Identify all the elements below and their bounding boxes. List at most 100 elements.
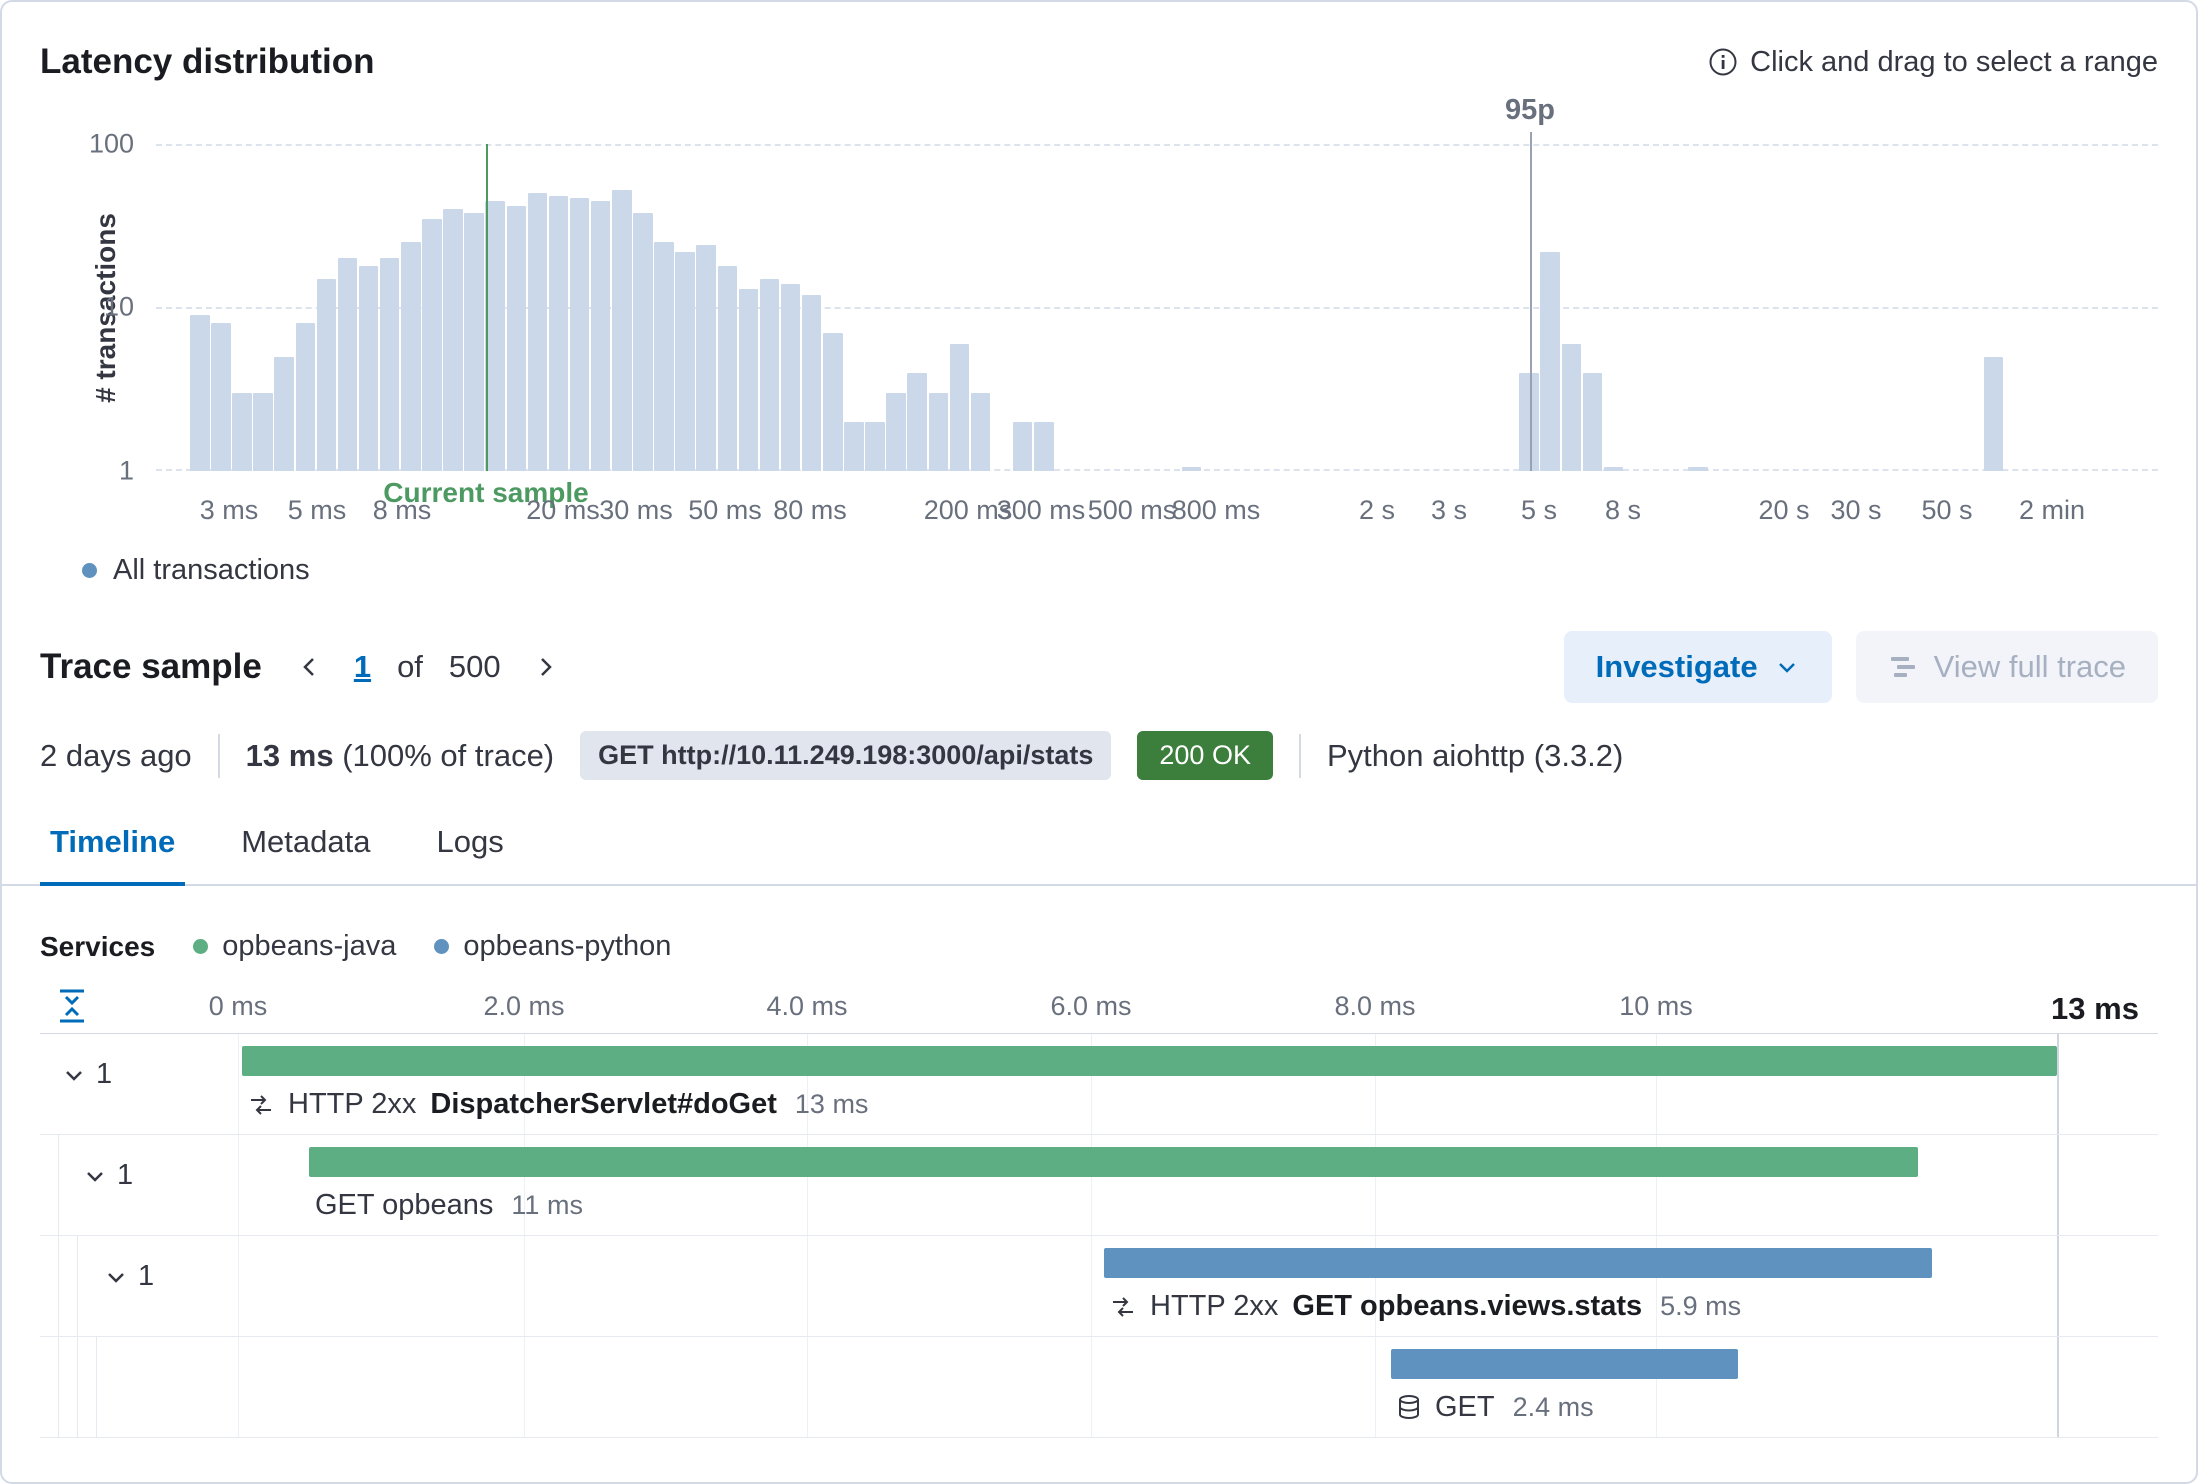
- histogram-bar: [274, 356, 294, 471]
- span-label[interactable]: HTTP 2xx DispatcherServlet#doGet 13 ms: [248, 1088, 868, 1121]
- span-duration: 2.4 ms: [1512, 1392, 1594, 1422]
- tab-timeline[interactable]: Timeline: [40, 810, 186, 886]
- request-url-badge[interactable]: GET http://10.11.249.198:3000/api/stats: [580, 731, 1112, 780]
- histogram-bar: [1603, 467, 1624, 471]
- trace-timestamp: 2 days ago: [40, 737, 192, 773]
- opbeans-python-dot: [434, 939, 450, 954]
- child-count: 1: [117, 1159, 134, 1191]
- histogram-bar: [464, 212, 484, 471]
- timeline-gridline: [1375, 1034, 1376, 1438]
- histogram-bar: [211, 323, 231, 471]
- x-axis-tick: 30 s: [1830, 495, 1882, 525]
- span-label[interactable]: HTTP 2xx GET opbeans.views.stats 5.9 ms: [1110, 1290, 1741, 1323]
- gridline-10: [156, 307, 2158, 309]
- legend-opbeans-java[interactable]: opbeans-java: [193, 930, 396, 963]
- chart-legend[interactable]: All transactions: [2, 554, 2196, 587]
- x-axis-tick: 200 ms: [923, 495, 1013, 525]
- histogram-bar: [443, 209, 463, 471]
- prev-sample-button[interactable]: [292, 649, 328, 685]
- span-duration: 11 ms: [511, 1190, 583, 1220]
- x-axis-tick: 500 ms: [1087, 495, 1177, 525]
- trace-sample-header: Trace sample 1 of 500 Investigate: [2, 631, 2196, 703]
- trace-icon: [1888, 652, 1918, 682]
- timeline-end-tick: 13 ms: [2051, 991, 2139, 1026]
- x-axis-tick: 8 ms: [372, 495, 432, 525]
- total-samples: 500: [448, 649, 501, 684]
- x-axis-tick: 5 ms: [287, 495, 347, 525]
- histogram-bar: [949, 343, 970, 471]
- expand-toggle[interactable]: 1: [104, 1260, 154, 1293]
- opbeans-python-label: opbeans-python: [463, 930, 672, 962]
- span-label[interactable]: GET opbeans 11 ms: [315, 1189, 583, 1222]
- waterfall-row: 1 GET opbeans 11 ms: [40, 1135, 2158, 1236]
- waterfall-rows: 1 HTTP 2xx DispatcherServlet#doGet 13 ms 1 GE…: [40, 1033, 2158, 1438]
- span-bar[interactable]: [242, 1046, 2057, 1076]
- span-bar[interactable]: [1104, 1248, 1932, 1278]
- chevron-down-icon: [62, 1063, 86, 1087]
- p95-line: [1530, 132, 1532, 471]
- timeline-tick: 10 ms: [1619, 991, 1693, 1021]
- trace-duration: 13 ms (100% of trace): [245, 737, 555, 773]
- divider: [1298, 733, 1301, 778]
- x-axis-tick: 5 s: [1520, 495, 1558, 525]
- indent-guide: [77, 1337, 78, 1437]
- indent-guide: [58, 1337, 59, 1437]
- histogram-bar: [696, 245, 716, 471]
- current-sample-number[interactable]: 1: [353, 649, 372, 684]
- histogram-bar: [1561, 343, 1582, 471]
- database-icon: [1397, 1394, 1421, 1421]
- histogram-bar: [569, 197, 590, 471]
- x-axis-tick: 20 ms: [526, 495, 600, 525]
- span-prefix: HTTP 2xx: [288, 1088, 417, 1120]
- y-tick-1: 1: [118, 455, 134, 486]
- timeline-gridline: [238, 1034, 239, 1438]
- transaction-icon: [248, 1092, 274, 1118]
- timeline-gridline: [1091, 1034, 1092, 1438]
- histogram-bar: [295, 323, 316, 471]
- chevron-down-icon: [104, 1265, 128, 1289]
- latency-histogram[interactable]: Current sample 95p 3 ms 5 ms 8 ms 20 ms 30 ms…: [156, 94, 2158, 525]
- investigate-button[interactable]: Investigate: [1563, 631, 1832, 703]
- histogram-bar: [738, 288, 759, 471]
- span-bar[interactable]: [1391, 1349, 1738, 1379]
- expand-toggle[interactable]: 1: [62, 1058, 112, 1091]
- span-bar[interactable]: [309, 1147, 1918, 1177]
- tab-logs[interactable]: Logs: [436, 824, 504, 859]
- view-full-trace-label: View full trace: [1933, 649, 2126, 684]
- histogram-bar: [527, 193, 548, 471]
- view-full-trace-button[interactable]: View full trace: [1855, 631, 2158, 703]
- span-name: GET opbeans: [315, 1189, 494, 1221]
- legend-opbeans-python[interactable]: opbeans-python: [434, 930, 671, 963]
- tab-metadata[interactable]: Metadata: [241, 824, 371, 859]
- opbeans-java-dot: [193, 939, 209, 954]
- latency-title: Latency distribution: [40, 42, 375, 81]
- span-name: GET opbeans.views.stats: [1292, 1290, 1643, 1322]
- x-axis-tick: 3 s: [1430, 495, 1468, 525]
- transaction-icon: [1110, 1294, 1136, 1320]
- timeline-tick: 2.0 ms: [483, 991, 565, 1021]
- status-badge[interactable]: 200 OK: [1137, 731, 1273, 780]
- histogram-bar: [1181, 467, 1202, 471]
- span-label[interactable]: GET 2.4 ms: [1397, 1391, 1594, 1424]
- histogram-bar: [1983, 356, 2004, 471]
- info-icon: [1708, 47, 1738, 77]
- histogram-bar: [780, 283, 801, 471]
- span-duration: 13 ms: [794, 1089, 869, 1119]
- next-sample-button[interactable]: [527, 649, 563, 685]
- expand-toggle[interactable]: 1: [83, 1159, 133, 1192]
- x-axis-tick: 2 s: [1358, 495, 1396, 525]
- chevron-down-icon: [83, 1164, 107, 1188]
- histogram-bar: [844, 421, 864, 471]
- current-sample-line: [486, 144, 488, 471]
- histogram-bar: [1688, 467, 1708, 471]
- y-tick-100: 100: [88, 128, 134, 159]
- collapse-all-icon[interactable]: [50, 981, 94, 1032]
- current-sample-label: Current sample: [383, 477, 589, 508]
- waterfall-row: GET 2.4 ms: [40, 1337, 2158, 1438]
- y-tick-10: 10: [103, 291, 134, 322]
- timeline-tick: 8.0 ms: [1334, 991, 1416, 1021]
- opbeans-java-label: opbeans-java: [222, 930, 397, 962]
- histogram-bar: [759, 278, 780, 471]
- services-label: Services: [40, 930, 156, 962]
- histogram-bar: [1519, 372, 1539, 471]
